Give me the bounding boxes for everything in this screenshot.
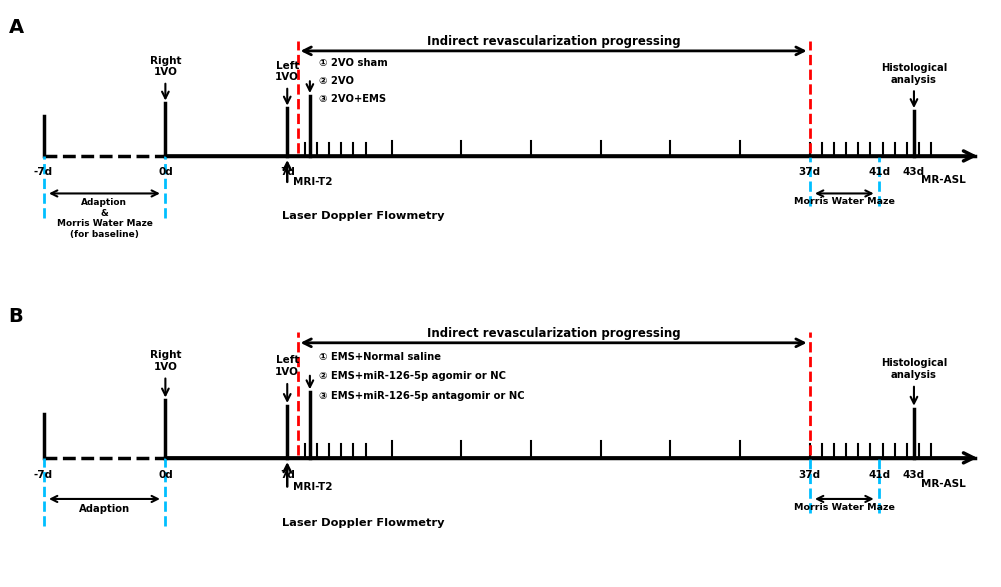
- Text: Right
1VO: Right 1VO: [149, 350, 181, 372]
- Text: ② 2VO: ② 2VO: [318, 76, 353, 86]
- Text: 43d: 43d: [903, 167, 925, 177]
- Text: Laser Doppler Flowmetry: Laser Doppler Flowmetry: [282, 211, 444, 221]
- Text: Adaption
&
Morris Water Maze
(for baseline): Adaption & Morris Water Maze (for baseli…: [56, 198, 152, 239]
- Text: ③ EMS+miR-126-5p antagomir or NC: ③ EMS+miR-126-5p antagomir or NC: [318, 391, 525, 401]
- Text: Laser Doppler Flowmetry: Laser Doppler Flowmetry: [282, 518, 444, 528]
- Text: Morris Water Maze: Morris Water Maze: [794, 503, 895, 512]
- Text: -7d: -7d: [34, 470, 53, 480]
- Text: ① 2VO sham: ① 2VO sham: [318, 58, 387, 69]
- Text: ① EMS+Normal saline: ① EMS+Normal saline: [318, 352, 440, 362]
- Text: Indirect revascularization progressing: Indirect revascularization progressing: [426, 35, 681, 48]
- Text: Morris Water Maze: Morris Water Maze: [794, 197, 895, 206]
- Text: Histological
analysis: Histological analysis: [881, 63, 947, 85]
- Text: 41d: 41d: [868, 167, 890, 177]
- Text: Indirect revascularization progressing: Indirect revascularization progressing: [426, 327, 681, 340]
- Text: Histological
analysis: Histological analysis: [881, 358, 947, 380]
- Text: 37d: 37d: [799, 470, 821, 480]
- Text: MR-ASL: MR-ASL: [921, 479, 966, 489]
- Text: 7d: 7d: [280, 470, 294, 480]
- Text: 7d: 7d: [280, 167, 294, 177]
- Text: 0d: 0d: [158, 167, 173, 177]
- Text: Left
1VO: Left 1VO: [275, 356, 299, 377]
- Text: MRI-T2: MRI-T2: [293, 481, 333, 492]
- Text: Left
1VO: Left 1VO: [275, 60, 299, 82]
- Text: B: B: [9, 307, 23, 326]
- Text: -7d: -7d: [34, 167, 53, 177]
- Text: Right
1VO: Right 1VO: [149, 56, 181, 77]
- Text: MRI-T2: MRI-T2: [293, 177, 333, 187]
- Text: ③ 2VO+EMS: ③ 2VO+EMS: [318, 95, 385, 104]
- Text: 37d: 37d: [799, 167, 821, 177]
- Text: Adaption: Adaption: [79, 504, 130, 514]
- Text: 41d: 41d: [868, 470, 890, 480]
- Text: ② EMS+miR-126-5p agomir or NC: ② EMS+miR-126-5p agomir or NC: [318, 371, 506, 381]
- Text: 43d: 43d: [903, 470, 925, 480]
- Text: A: A: [9, 18, 24, 38]
- Text: 0d: 0d: [158, 470, 173, 480]
- Text: MR-ASL: MR-ASL: [921, 175, 966, 185]
